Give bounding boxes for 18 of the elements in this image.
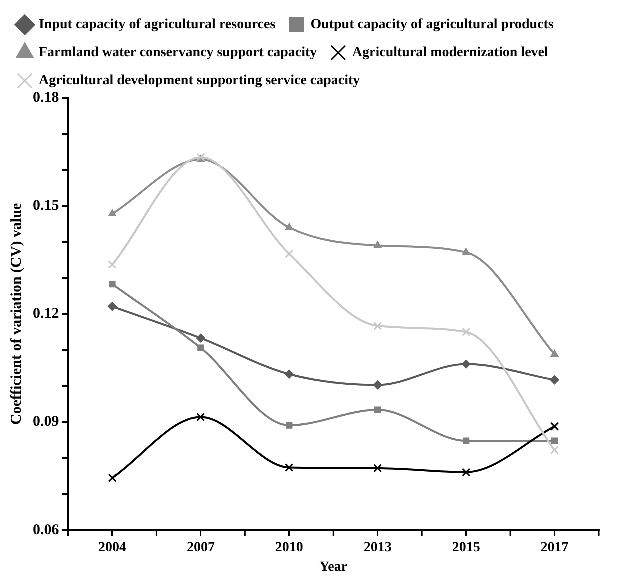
x-tick-label: 2013 bbox=[364, 540, 392, 556]
y-tick-label: 0.18 bbox=[33, 90, 60, 106]
x-tick-label: 2007 bbox=[186, 540, 215, 556]
legend-label: Output capacity of agricultural products bbox=[310, 18, 554, 33]
x-tick-label: 2015 bbox=[452, 540, 480, 556]
x-tick-label: 2017 bbox=[540, 540, 569, 556]
y-tick-label: 0.09 bbox=[33, 414, 60, 430]
x-axis-title: Year bbox=[320, 560, 348, 576]
x-tick-label: 2004 bbox=[98, 540, 126, 556]
legend-label: Agricultural modernization level bbox=[352, 46, 548, 61]
x-tick-label: 2010 bbox=[275, 540, 304, 556]
legend-label: Farmland water conservancy support capacity bbox=[39, 46, 318, 61]
y-tick-label: 0.15 bbox=[33, 198, 60, 214]
y-tick-label: 0.12 bbox=[33, 306, 60, 322]
y-axis-title: Coefficient of variation (CV) value bbox=[8, 203, 25, 426]
y-tick-label: 0.06 bbox=[33, 522, 60, 538]
legend-label: Agricultural development supporting service capacity bbox=[39, 74, 360, 89]
legend-label: Input capacity of agricultural resources bbox=[39, 18, 276, 33]
